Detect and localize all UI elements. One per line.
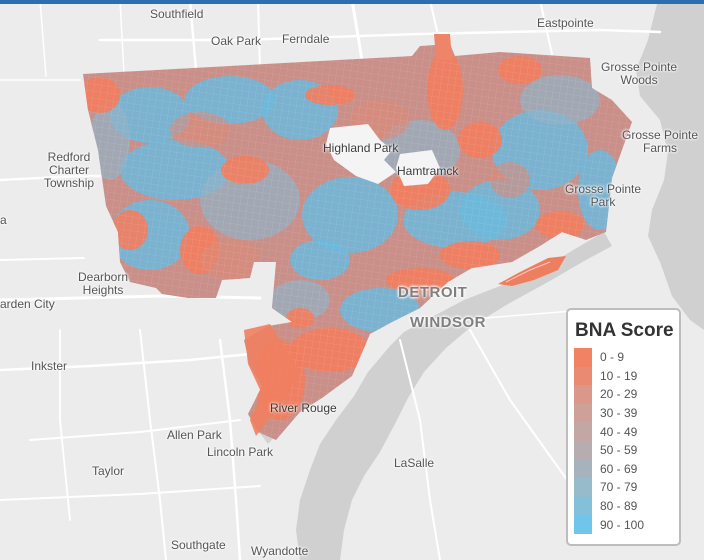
north-protrusion xyxy=(434,34,452,60)
label-windsor: WINDSOR xyxy=(410,314,486,331)
road-network xyxy=(0,0,662,560)
legend-label: 30 - 39 xyxy=(600,406,638,421)
legend-item: 20 - 29 xyxy=(574,385,673,404)
legend-swatch xyxy=(574,385,592,404)
label-edge-a: a xyxy=(0,213,7,227)
legend-item: 10 - 19 xyxy=(574,366,673,386)
label-grosse-pointe-park: Grosse Pointe Park xyxy=(565,182,642,209)
label-taylor: Taylor xyxy=(92,464,125,478)
legend-item: 70 - 79 xyxy=(574,478,673,497)
hamtramck-area xyxy=(396,150,440,186)
legend-label: 60 - 69 xyxy=(600,461,638,476)
legend-label: 0 - 9 xyxy=(600,350,625,365)
label-detroit: DETROIT xyxy=(398,284,468,301)
label-hamtramck: Hamtramck xyxy=(397,164,459,178)
legend-item: 80 - 89 xyxy=(574,496,673,516)
highland-park-area xyxy=(326,124,396,184)
label-grosse-pointe-farms: Grosse Pointe Farms xyxy=(622,128,699,155)
legend-swatch xyxy=(574,348,592,367)
label-oak-park: Oak Park xyxy=(211,34,262,48)
label-inkster: Inkster xyxy=(31,359,68,373)
river-rouge-protrusion xyxy=(244,324,300,436)
legend-rows: 0 - 9 10 - 19 20 - 29 30 - 39 40 - 49 50 - 59… xyxy=(574,348,673,534)
label-river-rouge: River Rouge xyxy=(270,401,337,415)
detroit-river xyxy=(296,232,612,560)
legend-swatch xyxy=(574,459,592,479)
legend-label: 70 - 79 xyxy=(600,480,638,495)
legend-swatch xyxy=(574,515,592,534)
legend-swatch xyxy=(574,496,592,516)
legend-item: 40 - 49 xyxy=(574,422,673,441)
legend-label: 20 - 29 xyxy=(600,387,638,402)
label-redford: Redford Charter Township xyxy=(44,150,95,190)
label-garden-city: arden City xyxy=(0,297,55,311)
label-lincoln-park: Lincoln Park xyxy=(207,445,274,459)
legend-label: 40 - 49 xyxy=(600,424,638,439)
lake-st-clair xyxy=(636,0,704,330)
label-allen-park: Allen Park xyxy=(167,428,222,442)
label-ferndale: Ferndale xyxy=(282,32,330,46)
legend-swatch xyxy=(574,366,592,386)
legend-title: BNA Score xyxy=(575,320,674,341)
legend-label: 50 - 59 xyxy=(600,443,638,458)
legend-item: 90 - 100 xyxy=(574,515,673,534)
legend-swatch xyxy=(574,478,592,497)
legend-label: 80 - 89 xyxy=(600,499,638,514)
legend-item: 50 - 59 xyxy=(574,440,673,460)
belle-isle xyxy=(498,256,566,286)
legend-label: 90 - 100 xyxy=(600,517,645,532)
label-southgate: Southgate xyxy=(171,538,226,552)
top-accent-bar xyxy=(0,0,704,4)
legend-label: 10 - 19 xyxy=(600,368,638,383)
legend: BNA Score 0 - 9 10 - 19 20 - 29 30 - 39 40 -… xyxy=(566,308,681,546)
legend-swatch xyxy=(574,440,592,460)
legend-item: 30 - 39 xyxy=(574,403,673,423)
label-eastpointe: Eastpointe xyxy=(537,16,594,30)
legend-swatch xyxy=(574,422,592,441)
label-grosse-pointe-woods: Grosse Pointe Woods xyxy=(601,60,678,87)
legend-swatch xyxy=(574,403,592,423)
legend-item: 60 - 69 xyxy=(574,459,673,479)
label-highland-park: Highland Park xyxy=(323,141,399,155)
label-dearborn-heights: Dearborn Heights xyxy=(78,270,129,297)
label-southfield: Southfield xyxy=(150,7,204,21)
label-wyandotte: Wyandotte xyxy=(251,544,309,558)
label-lasalle: LaSalle xyxy=(394,456,435,470)
legend-item: 0 - 9 xyxy=(574,348,673,367)
